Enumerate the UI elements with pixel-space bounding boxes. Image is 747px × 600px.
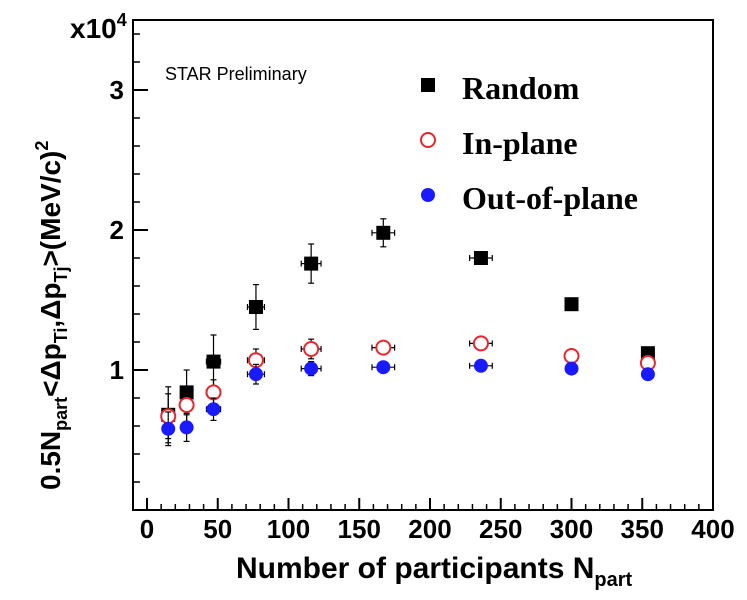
x-tick-label: 300 [550, 514, 593, 544]
data-point [563, 348, 580, 364]
x-tick-label: 50 [203, 514, 232, 544]
data-point [564, 297, 579, 312]
y-multiplier: x104 [70, 10, 127, 44]
marker-random [376, 225, 391, 240]
data-point [179, 412, 194, 442]
y-axis-label: 0.5Npart<ΔpTi,ΔpTj>(MeV/c)2 [32, 141, 71, 490]
y-tick-label: 3 [110, 75, 124, 105]
data-point [161, 411, 176, 447]
legend-entry: Random [421, 70, 580, 106]
x-tick-label: 400 [691, 514, 734, 544]
data-point [371, 339, 396, 356]
marker-in-plane [303, 341, 320, 357]
data-point [371, 218, 396, 248]
legend-label: In-plane [462, 125, 578, 161]
marker-in-plane [472, 335, 489, 352]
marker-out-of-plane [179, 420, 194, 435]
data-point [178, 387, 195, 423]
marker-out-of-plane [206, 402, 221, 417]
legend-entry: In-plane [420, 125, 578, 161]
data-series [160, 218, 656, 447]
marker-out-of-plane [640, 367, 655, 382]
x-axis-label-subscript: part [594, 569, 632, 591]
x-tick-label: 100 [267, 514, 310, 544]
marker-in-plane [563, 348, 580, 364]
marker-out-of-plane [376, 360, 391, 375]
plot-frame [132, 19, 714, 511]
x-axis-label: Number of participants Npart [236, 552, 632, 591]
data-point [469, 358, 493, 373]
legend-label: Out-of-plane [462, 180, 638, 216]
marker-random [421, 78, 435, 92]
marker-out-of-plane [564, 361, 579, 376]
data-point [205, 397, 222, 421]
marker-random [248, 300, 263, 314]
y-tick-label: 2 [110, 215, 124, 245]
data-point [564, 361, 579, 376]
marker-random [206, 354, 221, 369]
marker-in-plane [178, 397, 195, 413]
series-in-plane [160, 335, 656, 440]
y-multiplier-exponent: 4 [117, 10, 127, 30]
star-preliminary-annotation: STAR Preliminary [165, 64, 307, 84]
x-tick-label: 350 [621, 514, 664, 544]
data-point [371, 360, 396, 375]
data-point [469, 335, 493, 352]
marker-random [304, 256, 319, 271]
data-point [300, 338, 322, 360]
marker-random [473, 251, 488, 265]
axes-ticks [133, 33, 714, 510]
legend: Random In-plane Out-of-plane [420, 70, 638, 216]
marker-out-of-plane [161, 421, 176, 436]
x-tick-label: 150 [338, 514, 381, 544]
data-point [300, 243, 322, 284]
x-tick-label: 0 [140, 514, 154, 544]
legend-entry: Out-of-plane [421, 180, 638, 216]
marker-in-plane [205, 384, 222, 401]
marker-out-of-plane [304, 361, 319, 376]
marker-out-of-plane [421, 188, 435, 202]
marker-out-of-plane [473, 358, 488, 373]
marker-in-plane [420, 132, 436, 148]
data-point [469, 251, 493, 265]
series-random [161, 218, 655, 444]
data-point [300, 361, 322, 377]
x-tick-label: 200 [408, 514, 451, 544]
x-tick-label: 250 [479, 514, 522, 544]
data-point [246, 363, 266, 385]
data-point [640, 367, 655, 382]
legend-label: Random [462, 70, 580, 106]
marker-in-plane [375, 339, 392, 356]
marker-out-of-plane [248, 367, 263, 382]
tick-labels: 0 50 100 150 200 250 300 350 400 1 2 3 [110, 75, 735, 544]
data-point [246, 284, 266, 330]
y-tick-label: 1 [110, 355, 124, 385]
marker-random [564, 297, 579, 312]
series-out-of-plane [161, 358, 655, 447]
